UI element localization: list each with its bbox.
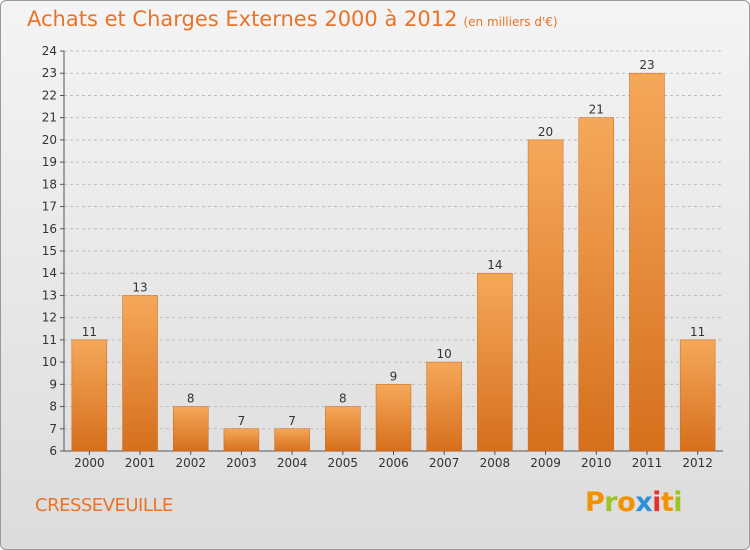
proxiti-logo: Proxiti <box>585 487 683 518</box>
bar-value-label: 21 <box>589 103 604 117</box>
bar-value-label: 23 <box>639 58 654 72</box>
x-tick-label: 2007 <box>429 456 460 470</box>
y-tick-label: 6 <box>49 444 57 458</box>
y-tick-label: 15 <box>42 244 57 258</box>
x-tick-label: 2004 <box>277 456 308 470</box>
y-tick-label: 9 <box>49 377 57 391</box>
bar <box>527 139 564 452</box>
bar <box>679 339 716 452</box>
logo-letter: x <box>635 487 653 518</box>
x-tick-label: 2010 <box>581 456 612 470</box>
bar-value-label: 8 <box>339 392 347 406</box>
bar-value-label: 9 <box>390 369 398 383</box>
bar-value-label: 8 <box>187 392 195 406</box>
bar <box>375 384 412 452</box>
bar <box>578 117 615 452</box>
bar <box>477 272 513 452</box>
logo-letter: P <box>585 487 605 518</box>
bar <box>172 406 209 452</box>
bar <box>426 361 462 452</box>
bar-value-label: 7 <box>238 414 246 428</box>
logo-letter: i <box>652 487 661 518</box>
bar <box>325 406 361 452</box>
y-tick-label: 12 <box>42 311 57 325</box>
bar <box>71 339 108 452</box>
x-tick-label: 2011 <box>632 456 663 470</box>
x-tick-label: 2009 <box>530 456 561 470</box>
bar-value-label: 20 <box>538 125 553 139</box>
y-tick-label: 23 <box>42 66 57 80</box>
y-tick-label: 19 <box>42 155 57 169</box>
y-tick-label: 17 <box>42 200 57 214</box>
location-label: CRESSEVEUILLE <box>35 495 173 516</box>
x-tick-label: 2000 <box>74 456 105 470</box>
logo-letter: r <box>604 487 618 518</box>
x-tick-label: 2012 <box>682 456 713 470</box>
x-tick-label: 2005 <box>328 456 359 470</box>
y-tick-label: 10 <box>42 355 57 369</box>
chart-title-text: Achats et Charges Externes 2000 à 2012 <box>27 7 458 31</box>
bar-value-label: 13 <box>132 280 147 294</box>
y-tick-label: 20 <box>42 133 57 147</box>
x-tick-label: 2003 <box>226 456 257 470</box>
bar <box>122 295 158 452</box>
bar-value-label: 14 <box>487 258 502 272</box>
bar-value-label: 11 <box>82 325 97 339</box>
logo-letter: i <box>673 487 683 518</box>
y-tick-label: 21 <box>42 111 57 125</box>
x-tick-label: 2001 <box>125 456 156 470</box>
x-tick-label: 2002 <box>175 456 206 470</box>
x-tick-label: 2006 <box>378 456 409 470</box>
y-tick-label: 22 <box>42 88 57 102</box>
x-tick-label: 2008 <box>480 456 511 470</box>
logo-letter: o <box>617 487 636 518</box>
y-tick-label: 8 <box>49 400 57 414</box>
bar <box>223 428 260 452</box>
y-tick-label: 7 <box>49 422 57 436</box>
chart-title: Achats et Charges Externes 2000 à 2012 (e… <box>27 7 558 31</box>
y-tick-label: 11 <box>42 333 57 347</box>
y-tick-label: 13 <box>42 288 57 302</box>
chart-subtitle: (en milliers d'€) <box>463 15 558 29</box>
y-tick-label: 16 <box>42 222 57 236</box>
y-tick-label: 18 <box>42 177 57 191</box>
bar <box>274 428 310 452</box>
bar-value-label: 11 <box>690 325 705 339</box>
y-tick-label: 24 <box>42 44 57 58</box>
bar <box>629 72 665 452</box>
logo-letter: t <box>660 487 674 518</box>
y-tick-label: 14 <box>42 266 57 280</box>
bar-value-label: 10 <box>437 347 452 361</box>
bar-value-label: 7 <box>288 414 296 428</box>
